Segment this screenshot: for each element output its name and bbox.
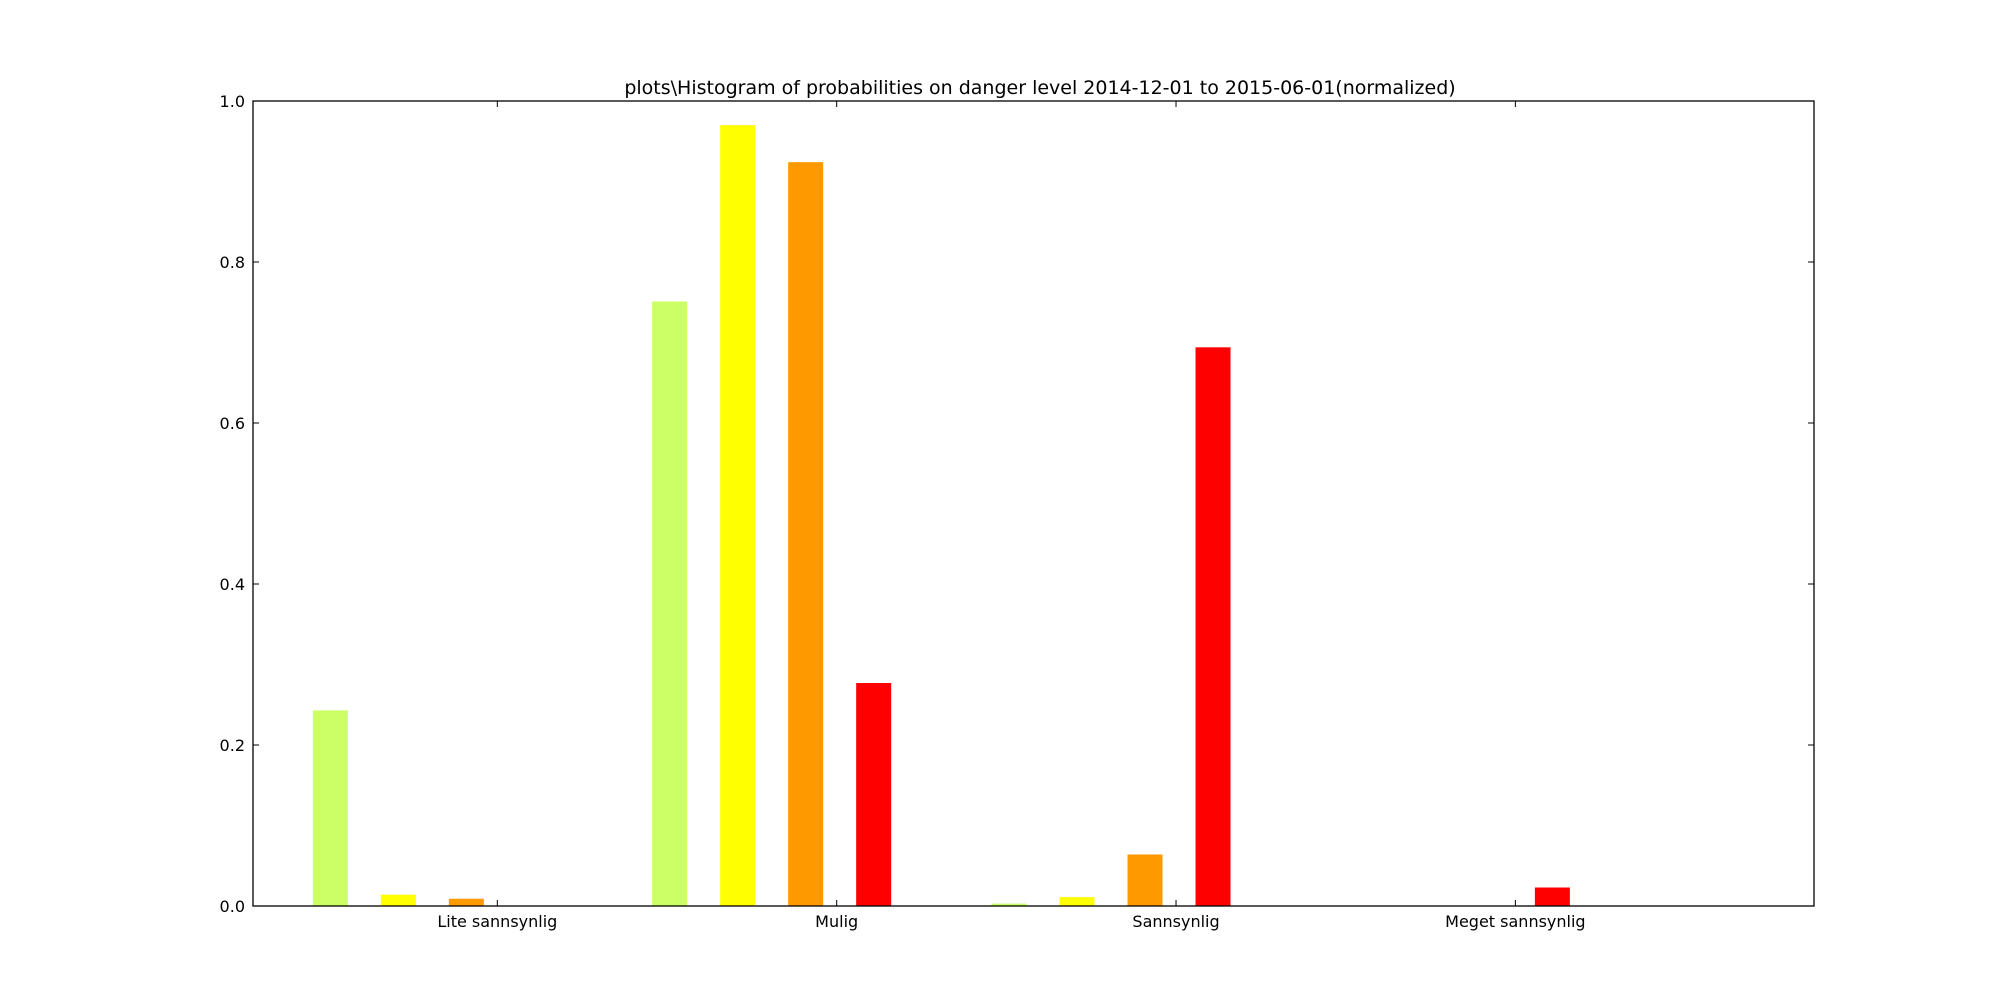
bar-series-1-lite-sannsynlig [312,710,348,906]
axes-group: 0.0 0.2 0.4 0.6 0.8 1.0 Lite sannsynlig Mulig Sa… [220,92,1815,931]
bar-series-4-meget-sannsynlig [1534,887,1570,906]
y-tick-label: 0.2 [220,736,245,755]
bar-series-2-lite-sannsynlig [380,894,416,906]
bar-series-2-mulig [720,125,756,906]
plot-frame [252,100,1815,907]
y-tick-label: 0.4 [220,575,245,594]
bars-group [312,125,1570,907]
bar-series-3-sannsynlig [1127,854,1163,906]
bar-series-4-sannsynlig [1195,347,1231,907]
bar-series-3-lite-sannsynlig [448,898,484,906]
bar-series-1-sannsynlig [991,903,1027,906]
x-tick-label: Meget sannsynlig [1445,912,1585,931]
x-tick-label: Lite sannsynlig [437,912,557,931]
y-tick-label: 0.6 [220,414,245,433]
bar-series-2-sannsynlig [1059,897,1095,906]
chart-title: plots\Histogram of probabilities on dang… [624,77,1455,99]
bar-series-1-mulig [652,301,688,906]
y-tick-label: 1.0 [220,92,245,111]
bar-series-3-mulig [788,162,824,906]
x-tick-label: Sannsynlig [1132,912,1219,931]
y-tick-label: 0.8 [220,253,245,272]
y-tick-label: 0.0 [220,897,245,916]
bar-series-4-mulig [856,683,892,906]
x-tick-label: Mulig [815,912,858,931]
